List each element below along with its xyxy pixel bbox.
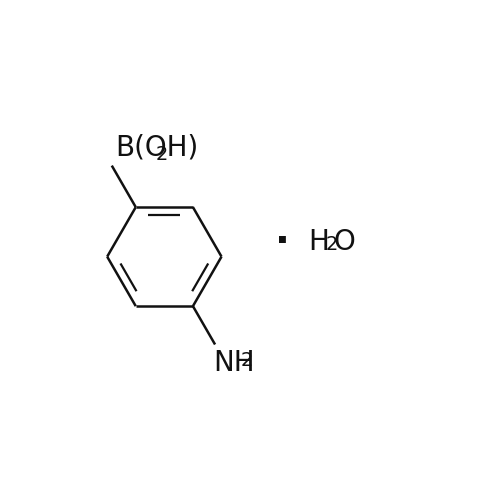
Text: NH: NH xyxy=(213,349,255,377)
Text: H: H xyxy=(308,228,329,256)
Text: ·: · xyxy=(275,223,290,261)
Text: B(OH): B(OH) xyxy=(115,134,199,162)
Text: 2: 2 xyxy=(241,351,253,370)
Text: 2: 2 xyxy=(326,235,338,254)
Text: 2: 2 xyxy=(155,145,168,164)
Text: O: O xyxy=(333,228,355,256)
